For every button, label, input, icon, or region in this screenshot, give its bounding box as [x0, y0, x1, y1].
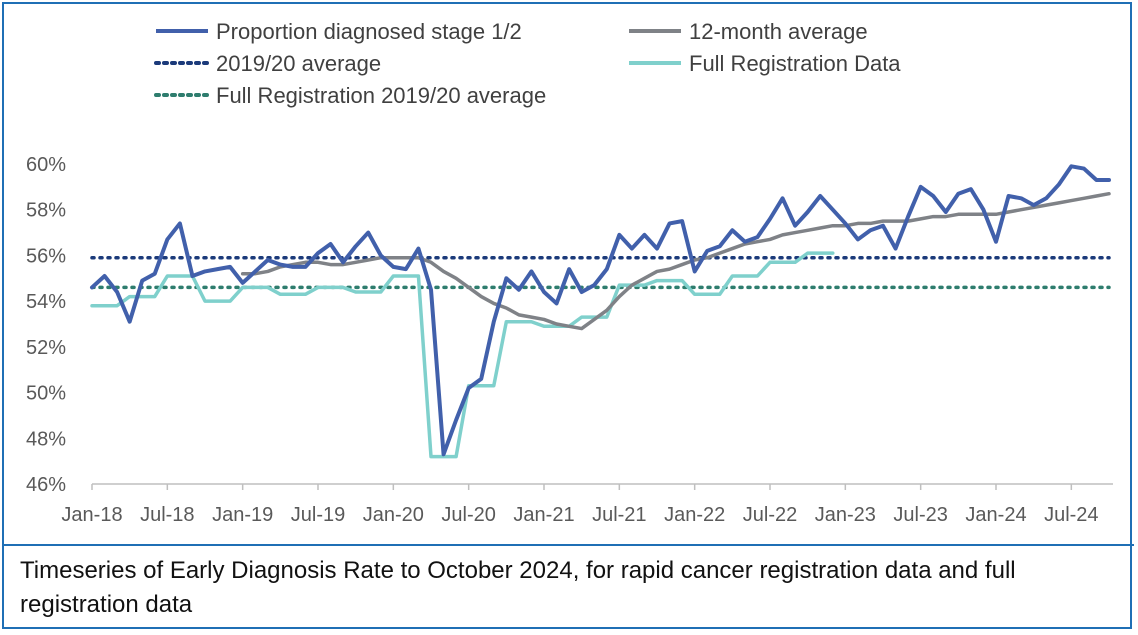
series-full-registration-data	[90, 251, 835, 459]
y-tick-label: 56%	[26, 245, 66, 267]
legend-label-stage12: Proportion diagnosed stage 1/2	[216, 19, 522, 44]
series-proportion-diagnosed-stage-1-2	[90, 164, 1111, 457]
y-tick-label: 58%	[26, 200, 66, 222]
x-tick-label: Jan-18	[61, 504, 122, 526]
y-axis-ticks: 46% 48% 50% 52% 54% 56% 58% 60%	[26, 154, 66, 496]
legend-label-2019-20-average: 2019/20 average	[216, 51, 381, 76]
series-lines	[90, 164, 1111, 459]
y-tick-label: 46%	[26, 474, 66, 496]
x-tick-label: Jul-18	[140, 504, 194, 526]
x-tick-label: Jul-22	[743, 504, 797, 526]
x-tick-label: Jan-22	[664, 504, 725, 526]
x-axis: Jan-18 Jul-18 Jan-19 Jul-19 Jan-20 Jul-20 Jan-…	[61, 483, 1113, 526]
x-tick-label: Jul-23	[893, 504, 947, 526]
legend-label-full-registration-average: Full Registration 2019/20 average	[216, 83, 546, 108]
line-chart: 46%48%50%52%54%56%58%60% Jan-18 Jul-18 Jan…	[26, 19, 1113, 526]
y-tick-label: 50%	[26, 383, 66, 405]
figure-caption: Timeseries of Early Diagnosis Rate to Oc…	[4, 544, 1134, 631]
x-tick-label: Jan-20	[363, 504, 424, 526]
x-tick-label: Jan-23	[815, 504, 876, 526]
x-tick-label: Jul-21	[592, 504, 646, 526]
y-tick-label: 54%	[26, 291, 66, 313]
x-tick-label: Jan-19	[212, 504, 273, 526]
x-tick-label: Jan-24	[965, 504, 1026, 526]
x-tick-label: Jan-21	[513, 504, 574, 526]
x-tick-label: Jul-24	[1044, 504, 1098, 526]
series-12-month-average	[240, 191, 1111, 331]
legend: Proportion diagnosed stage 1/2 12-month …	[154, 19, 901, 108]
x-tick-label: Jul-20	[441, 504, 495, 526]
x-tick-label: Jul-19	[291, 504, 345, 526]
y-tick-label: 60%	[26, 154, 66, 176]
y-tick-label: 52%	[26, 337, 66, 359]
y-tick-label: 48%	[26, 428, 66, 450]
legend-label-12-month-average: 12-month average	[689, 19, 868, 44]
legend-label-full-registration: Full Registration Data	[689, 51, 901, 76]
